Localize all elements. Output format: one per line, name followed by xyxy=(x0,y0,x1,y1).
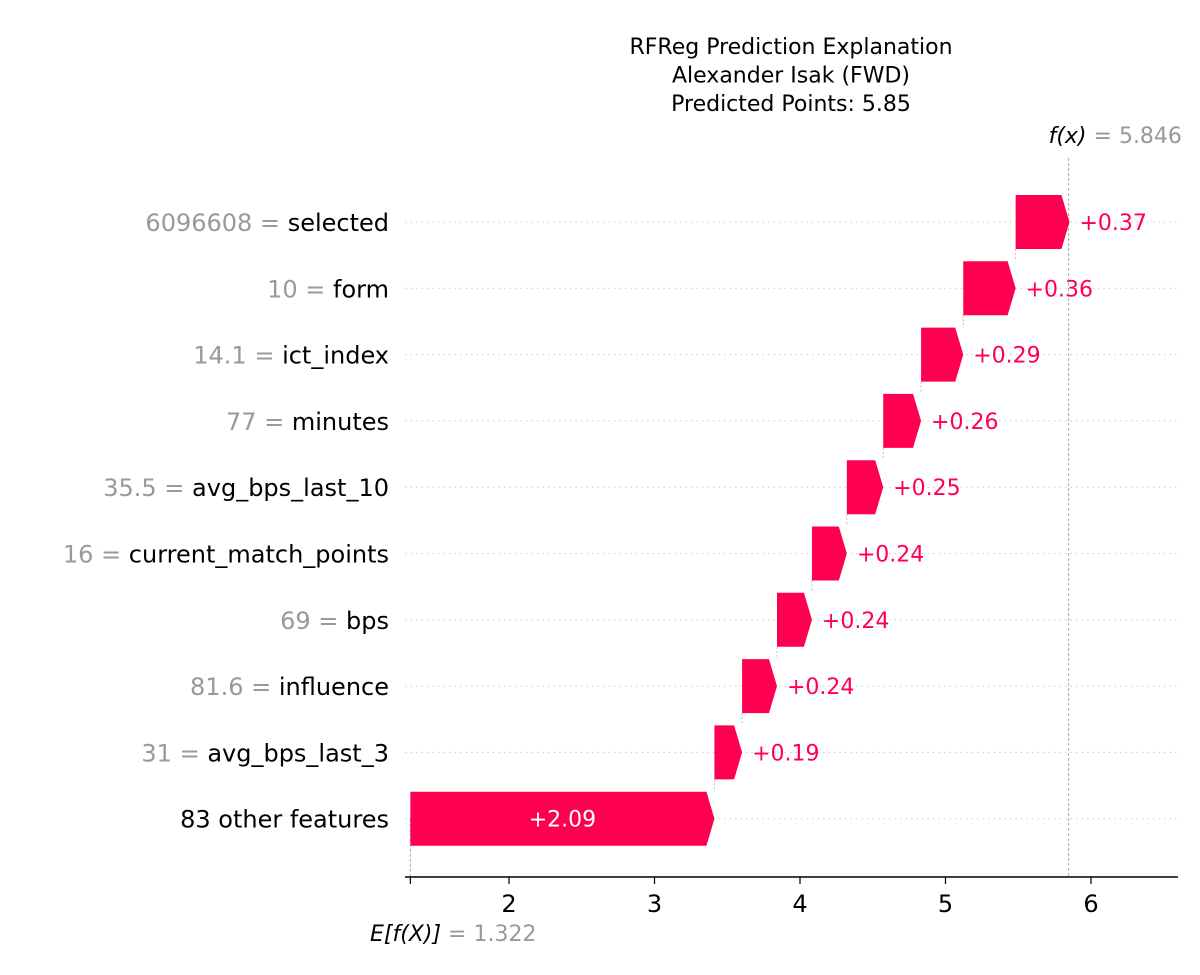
feature-name: avg_bps_last_10 xyxy=(192,474,389,502)
feature-value: 31 = xyxy=(141,739,207,767)
x-tick-label: 6 xyxy=(1083,890,1098,918)
feature-label: 14.1 = ict_index xyxy=(193,342,389,370)
feature-name: avg_bps_last_3 xyxy=(207,739,389,767)
bar xyxy=(1015,195,1070,249)
feature-value: 6096608 = xyxy=(145,209,287,237)
feature-value: 10 = xyxy=(267,275,333,303)
output-value-text: = 5.846 xyxy=(1094,124,1182,149)
x-tick-label: 2 xyxy=(501,890,516,918)
feature-value: 69 = xyxy=(280,607,346,635)
bars: +0.37 +0.36 +0.29 +0.26 +0.25 +0.24 +0.24 +0.24… xyxy=(410,195,1147,846)
title-line: RFReg Prediction Explanation xyxy=(629,35,952,60)
x-axis: 2 3 4 5 6 xyxy=(405,876,1178,918)
feature-name: influence xyxy=(279,673,389,701)
bar xyxy=(811,526,847,581)
x-tick-label: 3 xyxy=(647,890,662,918)
title-line: Alexander Isak (FWD) xyxy=(672,64,910,89)
output-value-annotation: f(x) = 5.846 xyxy=(1049,124,1182,149)
feature-label: 77 = minutes xyxy=(226,408,389,436)
bar xyxy=(714,725,743,780)
bar xyxy=(777,592,812,647)
feature-label: 16 = current_match_points xyxy=(63,541,389,569)
feature-value: 77 = xyxy=(226,408,292,436)
base-value-text: = 1.322 xyxy=(448,922,536,947)
x-tick-label: 4 xyxy=(792,890,807,918)
bar-value-label: +0.37 xyxy=(1079,211,1146,236)
feature-labels: 6096608 = selected 10 = form 14.1 = ict_in… xyxy=(63,209,389,834)
bar-value-label: +0.24 xyxy=(857,543,924,568)
bar-value-label: +0.24 xyxy=(822,609,889,634)
feature-label: 6096608 = selected xyxy=(145,209,389,237)
feature-name: form xyxy=(333,275,389,303)
feature-value: 35.5 = xyxy=(103,474,192,502)
feature-value: 16 = xyxy=(63,541,129,569)
x-tick-label: 5 xyxy=(938,890,953,918)
bar-value-label: +0.26 xyxy=(931,410,998,435)
feature-label: 31 = avg_bps_last_3 xyxy=(141,739,389,767)
feature-name: bps xyxy=(346,607,389,635)
bar xyxy=(883,393,922,448)
annotations: f(x) = 5.846 E[f(X)] = 1.322 xyxy=(370,124,1182,947)
feature-label: 10 = form xyxy=(267,275,389,303)
feature-name: minutes xyxy=(292,408,389,436)
feature-value: 81.6 = xyxy=(190,673,279,701)
feature-label: 35.5 = avg_bps_last_10 xyxy=(103,474,389,502)
bar-value-label: +0.25 xyxy=(893,476,960,501)
feature-label: 81.6 = influence xyxy=(190,673,389,701)
bar xyxy=(921,327,964,382)
feature-value: 14.1 = xyxy=(193,342,282,370)
bar xyxy=(410,791,715,846)
bar-value-label: +0.36 xyxy=(1026,277,1093,302)
bar-value-label: +0.29 xyxy=(973,344,1040,369)
bar xyxy=(742,659,778,714)
row-gridlines xyxy=(405,221,1178,820)
feature-name: selected xyxy=(288,209,389,237)
bar xyxy=(963,261,1016,316)
bar-value-label: +2.09 xyxy=(529,808,596,833)
chart-title: RFReg Prediction Explanation Alexander Is… xyxy=(629,35,952,117)
bar xyxy=(846,460,884,515)
feature-label: 83 other features xyxy=(180,806,389,834)
feature-name: 83 other features xyxy=(180,806,389,834)
output-label: f(x) xyxy=(1049,124,1094,149)
title-line: Predicted Points: 5.85 xyxy=(671,92,911,117)
base-label: E[f(X)] xyxy=(370,922,448,947)
feature-name: ict_index xyxy=(282,342,389,370)
base-value-annotation: E[f(X)] = 1.322 xyxy=(370,922,536,947)
bar-value-label: +0.24 xyxy=(787,675,854,700)
feature-label: 69 = bps xyxy=(280,607,389,635)
feature-name: current_match_points xyxy=(129,541,389,569)
bar-value-label: +0.19 xyxy=(752,741,819,766)
